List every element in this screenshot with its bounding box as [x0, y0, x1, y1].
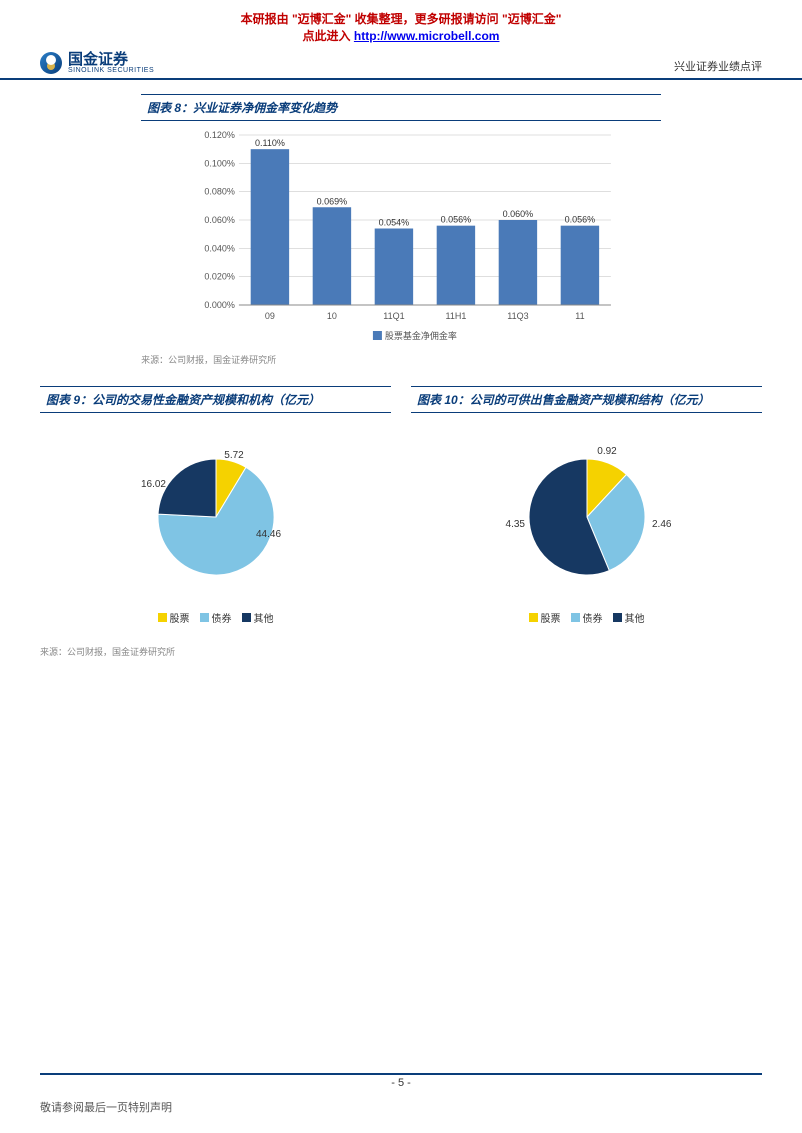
- chart10-legend: 股票 债券 其他: [529, 610, 645, 625]
- legend-swatch: [571, 613, 580, 622]
- banner-text-3: 收集整理，更多研报请访问: [355, 12, 499, 26]
- svg-text:0.069%: 0.069%: [317, 196, 348, 206]
- svg-text:0.054%: 0.054%: [379, 218, 410, 228]
- brand-logo: 国金证券 SINOLINK SECURITIES: [40, 52, 154, 74]
- svg-text:0.120%: 0.120%: [204, 130, 235, 140]
- legend-label: 股票: [170, 610, 190, 625]
- legend-item: 债券: [571, 610, 603, 625]
- svg-text:0.056%: 0.056%: [441, 215, 472, 225]
- svg-text:0.060%: 0.060%: [204, 215, 235, 225]
- legend-swatch: [529, 613, 538, 622]
- svg-text:11: 11: [575, 311, 584, 321]
- legend-item: 债券: [200, 610, 232, 625]
- chart8-bar-chart: 0.000% 0.020% 0.040% 0.060% 0.080% 0.100% 0.12…: [141, 121, 661, 351]
- page-footer: - 5 - 敬请参阅最后一页特别声明: [0, 1073, 802, 1115]
- chart9-pie-chart: 5.72 44.46 16.02 股票 债券 其他: [40, 413, 391, 643]
- chart9-legend: 股票 债券 其他: [158, 610, 274, 625]
- svg-text:2.46: 2.46: [652, 519, 672, 530]
- svg-text:0.100%: 0.100%: [204, 158, 235, 168]
- svg-text:11Q3: 11Q3: [507, 311, 528, 321]
- chart8-title: 图表 8：兴业证券净佣金率变化趋势: [141, 94, 661, 121]
- svg-text:10: 10: [327, 311, 337, 321]
- svg-text:4.35: 4.35: [505, 519, 525, 530]
- legend-item: 其他: [242, 610, 274, 625]
- legend-item: 股票: [158, 610, 190, 625]
- svg-text:5.72: 5.72: [224, 450, 244, 461]
- banner-text-5: 点此进入: [303, 29, 351, 43]
- svg-text:09: 09: [265, 311, 275, 321]
- chart9-source: 来源：公司财报，国金证券研究所: [40, 645, 391, 658]
- svg-text:0.060%: 0.060%: [503, 209, 534, 219]
- svg-text:0.110%: 0.110%: [255, 138, 285, 148]
- chart10-pie-chart: 0.92 2.46 4.35 股票 债券 其他: [411, 413, 762, 643]
- banner-text-4: "迈博汇金": [502, 12, 561, 26]
- svg-text:16.02: 16.02: [140, 479, 165, 490]
- svg-text:0.92: 0.92: [597, 446, 617, 457]
- legend-label: 其他: [625, 610, 645, 625]
- legend-swatch: [158, 613, 167, 622]
- chart10-title: 图表 10：公司的可供出售金融资产规模和结构（亿元）: [411, 386, 762, 413]
- svg-text:0.080%: 0.080%: [204, 187, 235, 197]
- chart9-title: 图表 9：公司的交易性金融资产规模和机构（亿元）: [40, 386, 391, 413]
- svg-text:0.040%: 0.040%: [204, 243, 235, 253]
- svg-text:股票基金净佣金率: 股票基金净佣金率: [385, 330, 457, 341]
- chart8-source: 来源：公司财报，国金证券研究所: [141, 353, 661, 366]
- svg-text:44.46: 44.46: [256, 529, 281, 540]
- legend-swatch: [613, 613, 622, 622]
- svg-text:0.000%: 0.000%: [204, 300, 235, 310]
- legend-label: 股票: [541, 610, 561, 625]
- header-right-text: 兴业证券业绩点评: [674, 58, 762, 74]
- svg-text:11Q1: 11Q1: [383, 311, 404, 321]
- brand-en: SINOLINK SECURITIES: [68, 67, 154, 74]
- top-banner: 本研报由 "迈博汇金" 收集整理，更多研报请访问 "迈博汇金" 点此进入 htt…: [0, 0, 802, 44]
- legend-item: 其他: [613, 610, 645, 625]
- banner-text-2: "迈博汇金": [292, 12, 351, 26]
- page-number: - 5 -: [40, 1073, 762, 1089]
- page-header: 国金证券 SINOLINK SECURITIES 兴业证券业绩点评: [0, 44, 802, 80]
- legend-label: 债券: [212, 610, 232, 625]
- legend-label: 债券: [583, 610, 603, 625]
- legend-swatch: [200, 613, 209, 622]
- svg-text:11H1: 11H1: [446, 311, 467, 321]
- banner-link[interactable]: http://www.microbell.com: [354, 29, 500, 43]
- legend-item: 股票: [529, 610, 561, 625]
- logo-icon: [40, 52, 62, 74]
- brand-cn: 国金证券: [68, 52, 154, 67]
- svg-text:0.020%: 0.020%: [204, 272, 235, 282]
- banner-text-1: 本研报由: [241, 12, 289, 26]
- legend-swatch: [242, 613, 251, 622]
- svg-text:0.056%: 0.056%: [565, 215, 596, 225]
- legend-label: 其他: [254, 610, 274, 625]
- footer-disclaimer: 敬请参阅最后一页特别声明: [0, 1089, 802, 1115]
